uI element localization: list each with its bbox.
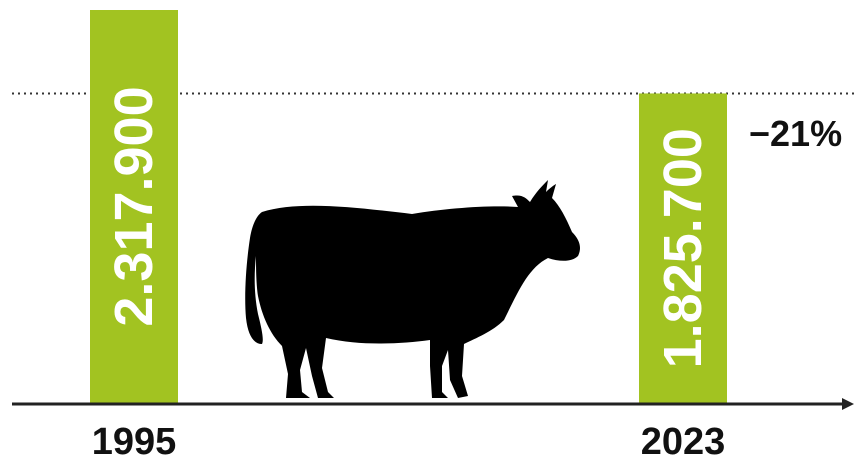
x-tick-label-1995: 1995 — [92, 421, 177, 460]
cow-icon — [245, 180, 580, 398]
bar-2023 — [639, 93, 727, 404]
percent-change-label: −21% — [749, 113, 842, 154]
bar-value-label-2023: 1.825.700 — [653, 128, 713, 368]
x-tick-label-2023: 2023 — [641, 421, 726, 460]
bar-1995 — [90, 10, 178, 403]
bars-layer: 2.317.900 1995 1.825.700 2023 — [90, 10, 727, 460]
bar-value-label-1995: 2.317.900 — [104, 86, 164, 326]
x-axis-arrow — [842, 398, 854, 410]
